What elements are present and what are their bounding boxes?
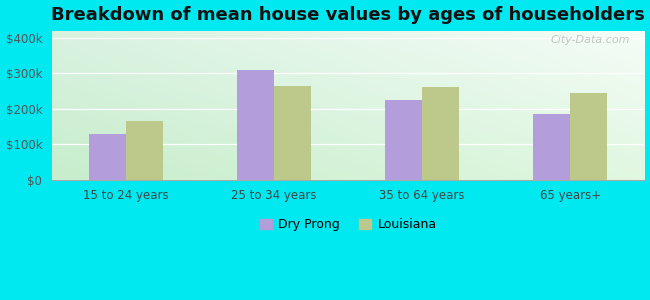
Bar (385, 100, 422, 180)
Bar (89, 134, 126, 180)
Text: City-Data.com: City-Data.com (550, 35, 630, 45)
Bar (237, 70, 274, 180)
Title: Breakdown of mean house values by ages of householders: Breakdown of mean house values by ages o… (51, 6, 645, 24)
Bar (422, 87, 460, 180)
Bar (126, 121, 163, 180)
Bar (534, 114, 571, 180)
Bar (274, 86, 311, 180)
Bar (571, 93, 607, 180)
Legend: Dry Prong, Louisiana: Dry Prong, Louisiana (255, 213, 442, 236)
